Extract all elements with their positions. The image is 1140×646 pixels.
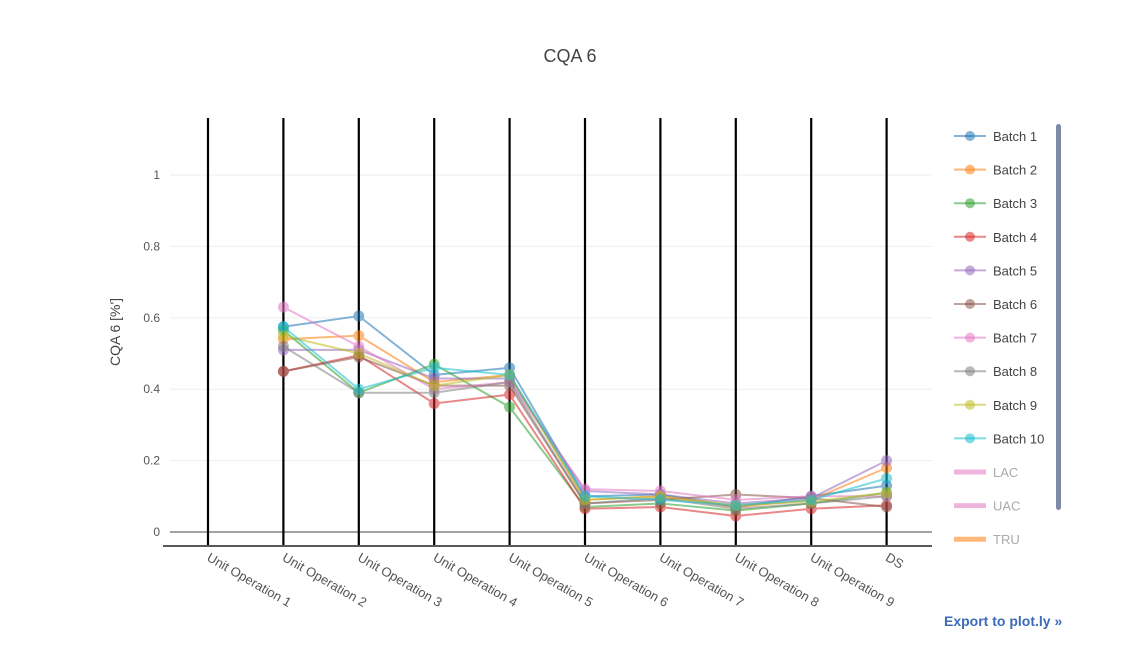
x-tick-label: Unit Operation 6 (582, 550, 671, 610)
data-point (428, 380, 440, 392)
data-point (504, 401, 516, 413)
data-point (353, 310, 365, 322)
legend-swatch-marker (965, 366, 975, 377)
series-7 (277, 301, 893, 506)
x-tick-label: Unit Operation 1 (205, 550, 294, 610)
y-axis-label: CQA 6 [%'] (107, 298, 123, 366)
legend-label: Batch 9 (993, 398, 1037, 413)
data-point (428, 397, 440, 409)
legend-item[interactable]: LAC (954, 465, 1018, 480)
y-tick-label: 0.4 (143, 382, 160, 396)
data-point (504, 369, 516, 381)
legend-swatch-marker (965, 231, 975, 242)
data-point (353, 348, 365, 359)
legend-label: Batch 2 (993, 163, 1037, 178)
data-point (277, 321, 289, 333)
legend-item[interactable]: Batch 8 (954, 364, 1037, 379)
data-point (428, 362, 440, 374)
x-tick-label: Unit Operation 9 (808, 550, 897, 610)
legend-item[interactable]: UAC (954, 499, 1020, 514)
data-point (579, 490, 591, 502)
legend-item[interactable]: Batch 3 (954, 196, 1037, 211)
grid-layer (170, 174, 932, 533)
legend-label: Batch 1 (993, 129, 1037, 144)
y-tick-label: 0.8 (143, 239, 160, 253)
legend-swatch-marker (965, 198, 975, 209)
legend-label: Batch 3 (993, 196, 1037, 211)
legend-item[interactable]: Batch 5 (954, 263, 1037, 278)
x-tick-label: DS (883, 550, 906, 572)
legend-swatch-marker (965, 265, 975, 276)
legend-label: TRU (993, 532, 1020, 547)
data-point (881, 487, 893, 499)
data-point (881, 501, 893, 513)
legend-item[interactable]: Batch 6 (954, 297, 1037, 312)
y-tick-label: 0 (153, 525, 160, 539)
legend-swatch-marker (965, 399, 975, 410)
data-point (654, 494, 666, 506)
data-point (277, 340, 289, 352)
legend-item[interactable]: Batch 2 (954, 163, 1037, 178)
y-tick-label: 0.6 (143, 311, 160, 325)
data-point (277, 301, 289, 313)
data-point (805, 494, 817, 506)
legend-item[interactable]: Batch 9 (954, 398, 1037, 413)
y-tick-label: 0.2 (143, 454, 160, 468)
legend-item[interactable]: Batch 10 (954, 431, 1044, 446)
legend-item[interactable]: TRU (954, 532, 1020, 547)
legend-swatch-marker (965, 332, 975, 343)
series-10 (277, 321, 893, 511)
chart-title: CQA 6 (543, 46, 596, 66)
data-point (353, 330, 365, 342)
export-to-plotly-link[interactable]: Export to plot.ly » (944, 613, 1063, 629)
legend-swatch-marker (965, 433, 975, 444)
x-tick-label: Unit Operation 3 (355, 550, 444, 610)
x-tick-label: Unit Operation 2 (280, 550, 369, 610)
legend-label: Batch 8 (993, 364, 1037, 379)
x-tick-label: Unit Operation 4 (431, 550, 520, 610)
legend-item[interactable]: Batch 1 (954, 129, 1037, 144)
legend-swatch-marker (965, 299, 975, 309)
legend-swatch-marker (965, 131, 975, 141)
legend-label: Batch 5 (993, 263, 1037, 278)
data-point (881, 455, 893, 467)
legend-item[interactable]: Batch 7 (954, 331, 1037, 346)
legend-label: Batch 10 (993, 431, 1044, 446)
legend-label: UAC (993, 499, 1020, 514)
data-point (881, 472, 893, 484)
legend-label: Batch 6 (993, 297, 1037, 312)
series-layer (277, 301, 893, 522)
x-tick-label: Unit Operation 8 (732, 550, 821, 610)
y-tick-label: 1 (153, 168, 160, 182)
legend: Batch 1 Batch 2 Batch 3 Batch 4 Batch 5 Batch… (954, 129, 1044, 547)
legend-label: LAC (993, 465, 1018, 480)
x-tick-label: Unit Operation 5 (506, 550, 595, 610)
category-lines-layer (206, 118, 888, 545)
legend-scrollbar[interactable] (1056, 124, 1061, 510)
data-point (730, 499, 742, 511)
data-point (277, 365, 289, 377)
legend-item[interactable]: Batch 4 (954, 230, 1037, 245)
legend-swatch-marker (965, 164, 975, 175)
x-tick-label: Unit Operation 7 (657, 550, 746, 610)
data-point (353, 383, 365, 395)
legend-label: Batch 7 (993, 331, 1037, 346)
legend-label: Batch 4 (993, 230, 1037, 245)
